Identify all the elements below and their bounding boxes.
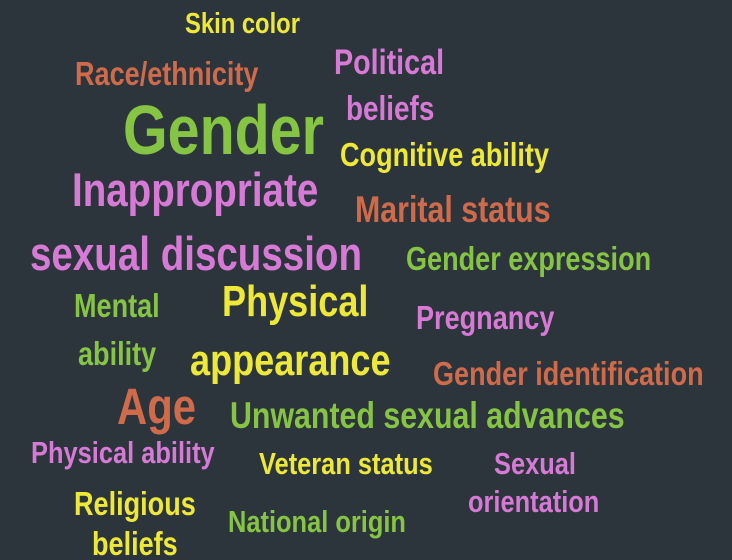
word-cognitive-ability: Cognitive ability	[340, 136, 549, 173]
word-gender-expression: Gender expression	[406, 240, 652, 277]
word-inappropriate: Inappropriate	[72, 163, 319, 216]
word-physical-ability: Physical ability	[31, 435, 215, 470]
word-gender-identification: Gender identification	[433, 355, 704, 392]
word-skin-color: Skin color	[185, 8, 300, 40]
word-sexual-discussion: sexual discussion	[30, 227, 363, 280]
word-appearance: appearance	[190, 336, 391, 385]
word-religious: Religious	[74, 485, 196, 522]
word-national-origin: National origin	[228, 504, 406, 539]
word-physical: Physical	[222, 277, 369, 326]
word-political: Political	[334, 43, 445, 82]
word-sexual: Sexual	[494, 446, 576, 481]
word-unwanted-sexual-advances: Unwanted sexual advances	[230, 395, 625, 436]
word-mental: Mental	[74, 287, 160, 324]
word-marital-status: Marital status	[355, 189, 551, 230]
word-sexual-orientation: orientation	[468, 484, 600, 519]
word-veteran-status: Veteran status	[259, 446, 433, 481]
word-race-ethnicity: Race/ethnicity	[75, 55, 259, 92]
word-religious-beliefs: beliefs	[92, 525, 178, 560]
word-pregnancy: Pregnancy	[416, 299, 555, 336]
word-age: Age	[117, 378, 197, 435]
word-mental-ability: ability	[78, 335, 157, 372]
word-gender: Gender	[123, 91, 324, 169]
word-political-beliefs: beliefs	[346, 90, 435, 128]
